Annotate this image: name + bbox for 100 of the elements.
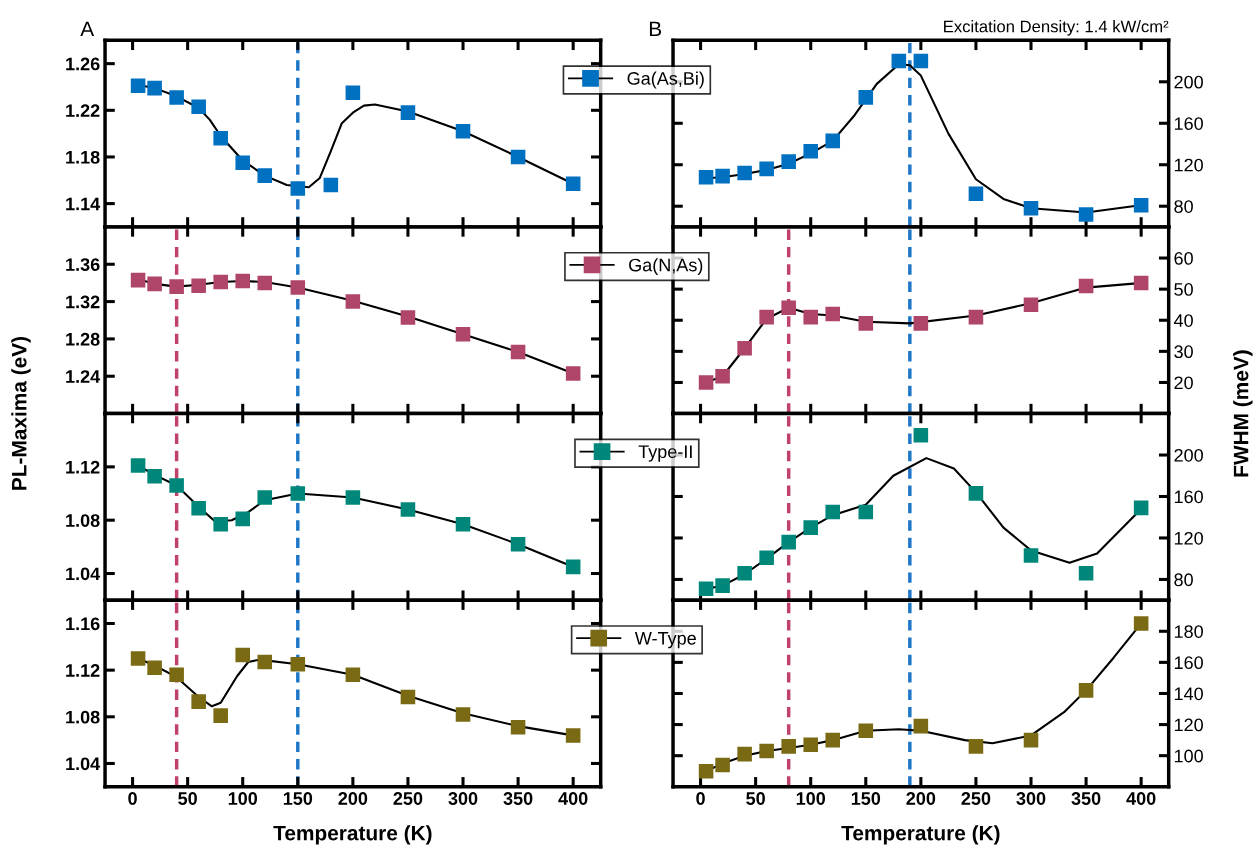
y-tick-label: 160: [1174, 117, 1203, 130]
point: [759, 161, 774, 177]
point: [1133, 197, 1149, 213]
point: [565, 728, 581, 743]
point: [235, 647, 251, 663]
point: [130, 272, 146, 288]
y-tick-label: 1.26: [66, 57, 100, 71]
y-tick-label: 1.12: [66, 460, 100, 474]
x-tick-label: 50: [746, 792, 765, 805]
y-tick-label: 1.18: [66, 150, 100, 164]
point: [213, 516, 228, 532]
point: [781, 534, 796, 550]
point: [510, 720, 526, 735]
x-tick-label: 300: [1016, 792, 1046, 805]
point: [737, 165, 752, 181]
point: [1133, 616, 1149, 631]
point: [345, 667, 361, 683]
point: [400, 689, 416, 705]
point: [191, 694, 206, 709]
point: [213, 274, 228, 290]
y-tick-label: 20: [1174, 376, 1193, 390]
x-tick-label: 350: [503, 792, 533, 805]
point: [781, 154, 796, 169]
point: [825, 133, 841, 149]
point: [803, 520, 818, 535]
point: [147, 468, 162, 484]
point: [400, 105, 416, 120]
point: [169, 90, 184, 105]
point: [759, 743, 774, 759]
point: [1078, 565, 1094, 581]
y-tick-label: 140: [1174, 687, 1203, 701]
point: [825, 732, 841, 748]
point: [323, 177, 339, 193]
legend-label: Ga(As,Bi): [627, 71, 704, 89]
y-tick-label: 200: [1174, 75, 1203, 89]
x-axis-title: Temperature (K): [841, 825, 1000, 845]
y-tick-label: 1.08: [66, 514, 100, 527]
point: [1023, 201, 1039, 216]
point: [1023, 548, 1039, 563]
point: [781, 300, 796, 316]
y-tick-label: 80: [1174, 200, 1193, 213]
y-tick-label: 1.22: [66, 104, 100, 117]
y-tick-label: 180: [1174, 625, 1203, 638]
y-tick-label: 1.24: [66, 370, 101, 383]
point: [803, 143, 818, 159]
point: [130, 651, 146, 666]
y-tick-label: 1.16: [66, 617, 100, 631]
point: [803, 309, 818, 325]
y-tick-label: 1.08: [66, 710, 100, 724]
point: [169, 667, 184, 683]
x-tick-label: 0: [696, 792, 705, 805]
x-tick-label: 350: [1071, 792, 1101, 805]
y-tick-label: 120: [1174, 531, 1203, 545]
point: [698, 375, 714, 390]
y-tick-label: 1.36: [66, 258, 100, 272]
point: [510, 149, 526, 165]
point: [698, 763, 714, 779]
legend-label: Type-II: [638, 445, 692, 462]
point: [858, 90, 874, 105]
y-tick-label: 1.04: [66, 757, 101, 771]
x-tick-label: 250: [961, 792, 991, 805]
point: [858, 504, 874, 520]
point: [825, 504, 841, 520]
point: [913, 428, 929, 443]
point: [715, 578, 730, 593]
x-tick-label: 0: [128, 792, 137, 805]
point: [400, 502, 416, 517]
x-axis-title: Temperature (K): [273, 825, 432, 845]
y-tick-label: 60: [1174, 251, 1193, 265]
point: [235, 273, 251, 289]
point: [737, 565, 752, 581]
point: [191, 99, 206, 115]
point: [565, 366, 581, 381]
point: [510, 536, 526, 552]
text: Excitation Density: 1.4 kW/cm²: [944, 20, 1169, 36]
point: [858, 723, 874, 739]
point: [737, 340, 752, 356]
y-tick-label: 120: [1174, 158, 1203, 172]
point: [345, 490, 361, 505]
y-tick-label: 120: [1174, 718, 1203, 732]
x-tick-label: 400: [558, 792, 588, 805]
point: [400, 310, 416, 325]
point: [968, 186, 984, 202]
x-tick-label: 100: [228, 792, 258, 805]
point: [565, 176, 581, 192]
point: [1078, 683, 1094, 698]
point: [510, 344, 526, 360]
point: [235, 511, 251, 527]
point: [257, 490, 273, 505]
point: [191, 278, 206, 294]
chart-title: B: [649, 21, 662, 36]
y-tick-label: 100: [1174, 749, 1203, 763]
point: [257, 654, 273, 670]
point: [913, 53, 929, 69]
point: [968, 309, 984, 325]
point: [169, 478, 184, 493]
point: [858, 316, 874, 331]
legend-label: W-Type: [634, 632, 696, 649]
x-tick-label: 400: [1126, 792, 1156, 805]
point: [455, 707, 471, 722]
